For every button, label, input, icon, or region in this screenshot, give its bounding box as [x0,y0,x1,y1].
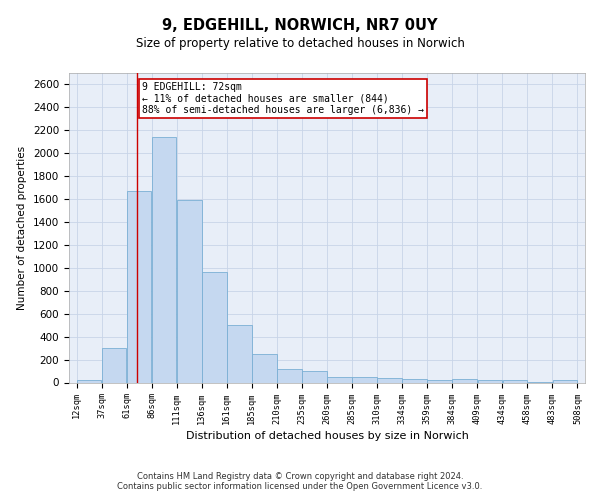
Bar [302,371,327,382]
Bar [352,377,377,382]
Bar [227,325,251,382]
Bar [252,354,277,382]
Bar [327,377,352,382]
X-axis label: Distribution of detached houses by size in Norwich: Distribution of detached houses by size … [185,430,469,440]
Bar [478,380,502,382]
Text: 9 EDGEHILL: 72sqm
← 11% of detached houses are smaller (844)
88% of semi-detache: 9 EDGEHILL: 72sqm ← 11% of detached hous… [142,82,424,115]
Bar [202,272,227,382]
Bar [553,380,577,382]
Text: Size of property relative to detached houses in Norwich: Size of property relative to detached ho… [136,38,464,51]
Bar [503,380,527,382]
Y-axis label: Number of detached properties: Number of detached properties [17,146,28,310]
Text: 9, EDGEHILL, NORWICH, NR7 0UY: 9, EDGEHILL, NORWICH, NR7 0UY [162,18,438,32]
Bar [127,191,151,382]
Bar [403,379,427,382]
Bar [277,368,302,382]
Bar [452,379,477,382]
Bar [102,348,127,382]
Bar [427,380,452,382]
Bar [77,380,101,382]
Bar [177,200,202,382]
Text: Contains HM Land Registry data © Crown copyright and database right 2024.
Contai: Contains HM Land Registry data © Crown c… [118,472,482,491]
Bar [377,378,402,382]
Bar [152,137,176,382]
